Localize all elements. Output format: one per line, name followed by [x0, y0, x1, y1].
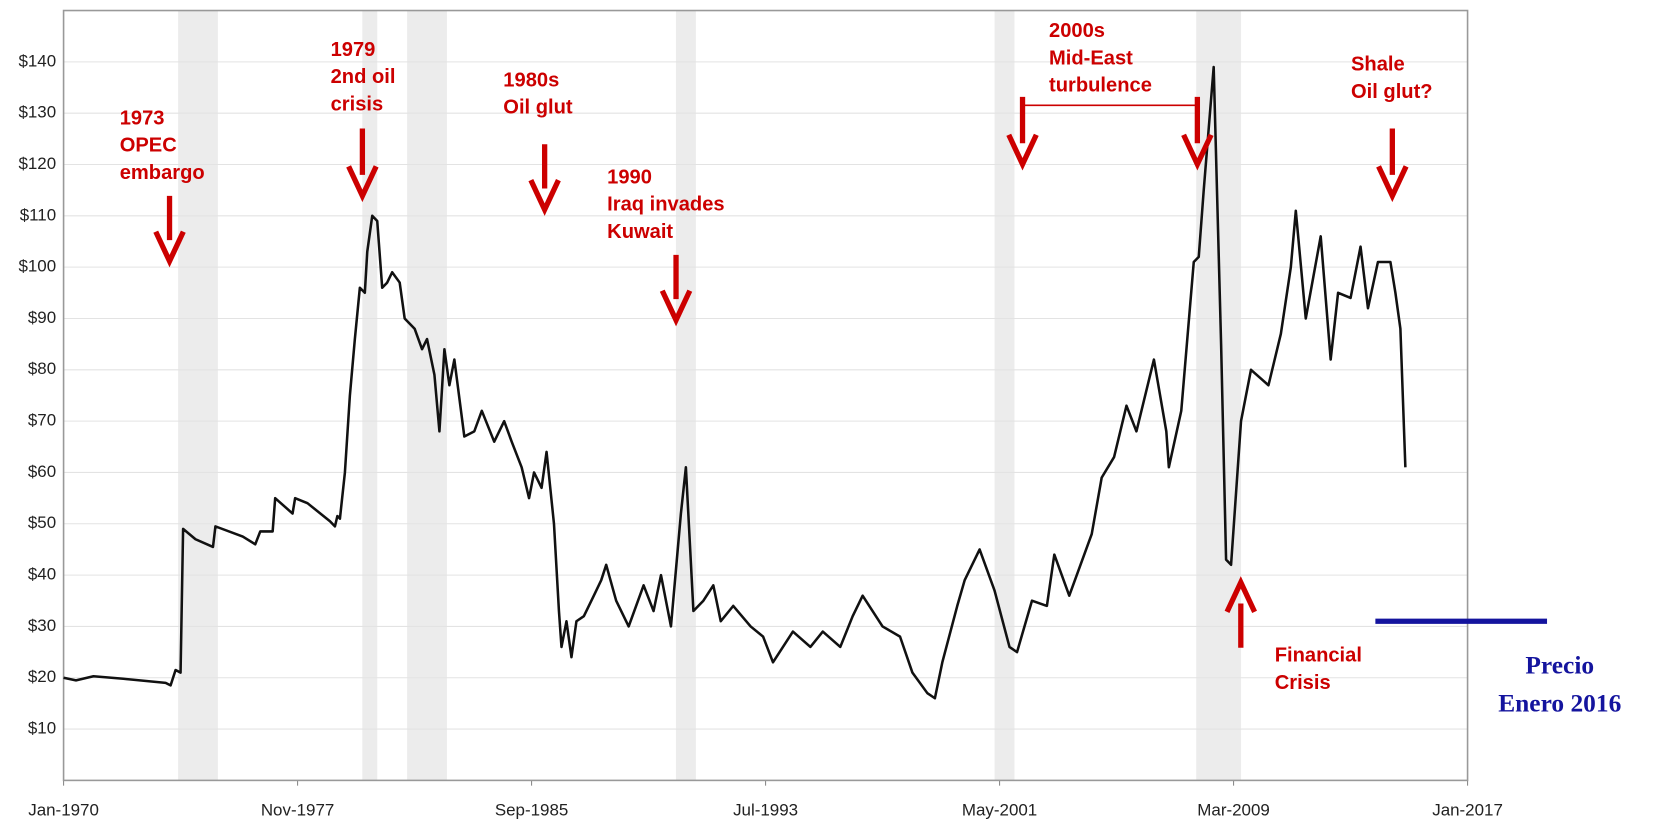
x-tick-label: May-2001: [962, 800, 1037, 819]
y-tick-label: $130: [18, 103, 56, 122]
y-tick-label: $110: [20, 205, 56, 224]
annotation-text: 1973: [120, 107, 165, 129]
plot-frame: [62, 9, 1469, 782]
recession-band: [407, 10, 447, 781]
x-tick-label: Jan-2017: [1432, 800, 1503, 819]
annotation-arrowhead: [1006, 133, 1039, 171]
x-tick-label: Nov-1977: [261, 800, 334, 819]
annotation-arrowhead: [1181, 133, 1214, 171]
recession-band: [994, 10, 1015, 781]
y-tick-label: $10: [28, 719, 56, 738]
y-tick-label: $120: [18, 154, 56, 173]
x-tick-label: Sep-1985: [495, 800, 568, 819]
recession-band: [675, 10, 696, 781]
y-tick-label: $50: [28, 513, 56, 532]
annotation-arrowhead: [346, 165, 379, 203]
y-tick-label: $100: [18, 257, 56, 276]
y-tick-label: $30: [28, 616, 56, 635]
annotation-text: Shale: [1351, 54, 1405, 76]
annotation-text: embargo: [120, 162, 205, 184]
y-tick-label: $80: [28, 359, 56, 378]
annotation-text: Oil glut: [503, 97, 573, 119]
recession-band: [1196, 10, 1242, 781]
annotation-text: turbulence: [1049, 75, 1152, 97]
x-tick-label: Jul-1993: [733, 800, 798, 819]
y-tick-label: $70: [28, 411, 56, 430]
annotation-arrowhead: [528, 178, 561, 216]
y-tick-label: $40: [28, 565, 56, 584]
reference-label: Precio: [1525, 652, 1594, 680]
annotation-text: Mid-East: [1049, 47, 1133, 69]
y-tick-label: $140: [18, 51, 56, 70]
recession-band: [178, 10, 218, 781]
y-tick-label: $60: [28, 462, 56, 481]
annotation-arrowhead: [1224, 576, 1257, 613]
annotation-arrowhead: [659, 289, 693, 327]
annotation-text: Iraq invades: [607, 194, 724, 216]
annotation-text: 1979: [331, 39, 376, 61]
annotation-text: Crisis: [1275, 672, 1331, 694]
x-tick-label: Jan-1970: [28, 800, 99, 819]
annotation-text: 2nd oil: [331, 66, 396, 88]
annotation-text: crisis: [331, 94, 384, 116]
y-tick-label: $20: [28, 667, 56, 686]
annotation-text: Kuwait: [607, 221, 673, 243]
recession-band: [362, 10, 378, 781]
annotation-text: 1990: [607, 166, 652, 188]
reference-label: Enero 2016: [1498, 689, 1621, 717]
annotation-arrowhead: [1376, 165, 1409, 203]
annotation-text: Oil glut?: [1351, 81, 1433, 103]
annotation-text: Financial: [1275, 644, 1362, 666]
annotation-text: 1980s: [503, 69, 559, 91]
x-tick-label: Mar-2009: [1197, 800, 1270, 819]
annotation-arrowhead: [153, 230, 186, 268]
price-line: [63, 65, 1407, 700]
annotation-text: 2000s: [1049, 20, 1105, 42]
y-tick-label: $90: [28, 308, 56, 327]
annotation-text: OPEC: [120, 135, 177, 157]
